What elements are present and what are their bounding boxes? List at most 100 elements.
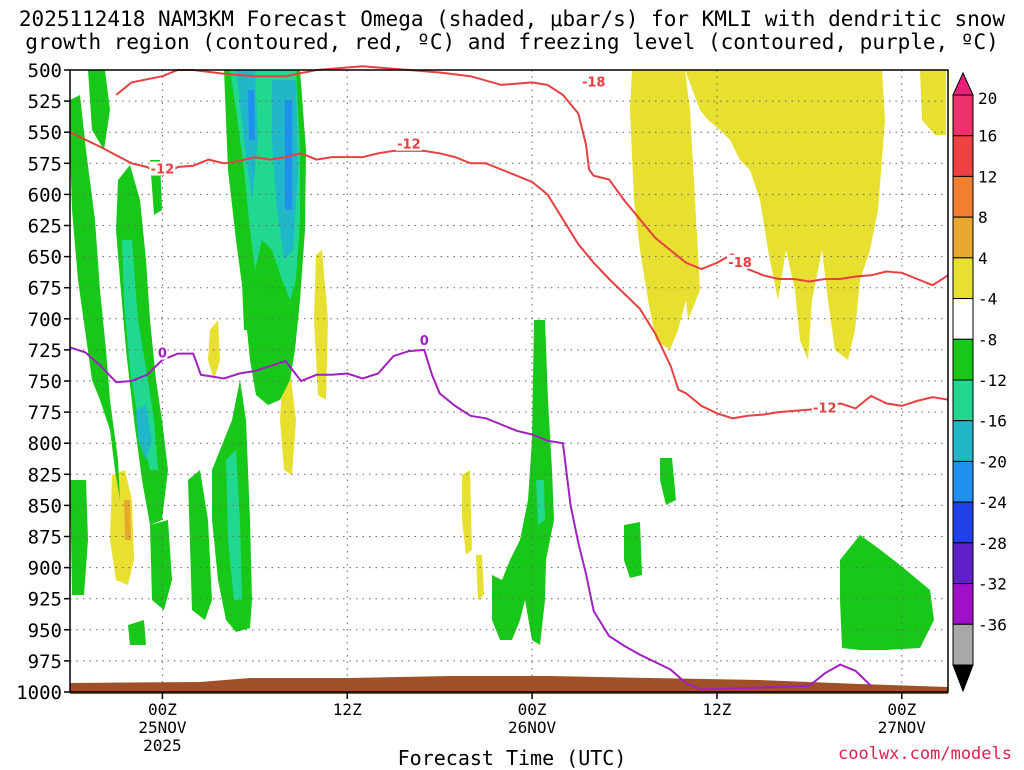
chart-title-line-2: growth region (contoured, red, ºC) and f… [25, 30, 999, 54]
omega-region-green [88, 70, 110, 150]
colorbar-label: -36 [978, 615, 1007, 634]
colorbar-swatch [952, 501, 974, 544]
y-tick-label: 850 [28, 495, 62, 517]
colorbar-swatch [952, 623, 974, 666]
omega-region-green [128, 620, 146, 645]
colorbar-label: 8 [978, 208, 988, 227]
omega-region-teal [226, 450, 242, 600]
contour-label: -12 [813, 401, 837, 416]
y-tick-label: 875 [28, 527, 62, 549]
credit-text: coolwx.com/models [838, 744, 1012, 764]
omega-region-yellow [920, 70, 946, 135]
contour-labels: -12 -12 -18 -18 -12 0 0 [149, 74, 838, 416]
contour-label: 0 [420, 334, 429, 349]
colorbar-label: -20 [978, 452, 1007, 471]
y-tick-label: 525 [28, 91, 62, 113]
omega-region-green [70, 95, 120, 500]
colorbar-swatch [952, 257, 974, 300]
y-tick-label: 625 [28, 216, 62, 238]
x-tick-label: 26NOV [508, 718, 557, 737]
contour-label-bg [149, 161, 176, 176]
colorbar-swatch [952, 379, 974, 422]
x-tick-label: 00Z [148, 700, 177, 719]
x-axis-label: Forecast Time (UTC) [397, 746, 627, 770]
chart-title-line-1: 2025112418 NAM3KM Forecast Omega (shaded… [18, 7, 1006, 31]
x-tick-label: 12Z [702, 700, 731, 719]
omega-region-yellow [462, 470, 472, 555]
x-tick-label: 12Z [333, 700, 362, 719]
contours [69, 65, 949, 691]
omega-region-green [624, 522, 642, 578]
colorbar-top-arrow [952, 71, 974, 96]
colorbar-swatch [952, 420, 974, 462]
y-tick-label: 675 [28, 278, 62, 300]
colorbar-swatch [952, 298, 974, 340]
contour-label-bg [395, 136, 422, 151]
omega-region-green [188, 470, 212, 620]
omega-region-yellow [685, 70, 885, 360]
contour-label-bg [811, 400, 838, 415]
omega-region-blue [248, 90, 255, 140]
x-tick-label: 00Z [518, 700, 547, 719]
contour-label-bg [157, 345, 168, 360]
omega-region-blue [285, 100, 292, 210]
omega-region-green [70, 480, 88, 595]
x-tick-label: 25NOV [138, 718, 187, 737]
omega-region-teal [536, 480, 545, 525]
contour-dgz_minus12 [69, 131, 949, 420]
omega-region-green [240, 235, 250, 330]
y-tick-label: 700 [28, 309, 62, 331]
colorbar-label: 16 [978, 127, 997, 146]
y-tick-label: 725 [28, 340, 62, 362]
colorbar-swatch [952, 216, 974, 259]
omega-shading [70, 70, 946, 650]
y-tick-label: 1000 [16, 682, 62, 704]
y-tick-label: 975 [28, 651, 62, 673]
x-tick-label: 2025 [143, 736, 182, 755]
omega-region-yellow [476, 555, 484, 600]
omega-region-yellow [280, 370, 296, 475]
colorbar-swatch [952, 94, 974, 137]
colorbar-label: -24 [978, 493, 1007, 512]
contour-dgz_minus18 [115, 65, 949, 287]
colorbar-swatch [952, 135, 974, 177]
y-tick-label: 575 [28, 153, 62, 175]
colorbar-swatch [952, 175, 974, 218]
omega-region-green [660, 458, 676, 505]
contour-label-bg [419, 333, 430, 348]
y-tick-label: 600 [28, 184, 62, 206]
y-tick-label: 950 [28, 620, 62, 642]
omega-region-green [840, 535, 934, 650]
omega-region-orange [124, 500, 131, 540]
contour-label-bg [727, 254, 754, 269]
omega-region-yellow [314, 250, 328, 400]
y-tick-label: 775 [28, 402, 62, 424]
y-tick-label: 750 [28, 371, 62, 393]
omega-region-green [150, 520, 172, 610]
omega-region-green [492, 320, 554, 645]
y-tick-label: 900 [28, 558, 62, 580]
contour-label: -18 [582, 75, 606, 90]
omega-region-cyan [136, 405, 152, 460]
contour-label: -18 [728, 256, 752, 271]
colorbar-label: 4 [978, 249, 988, 268]
omega-region-yellow [110, 470, 134, 585]
colorbar-bottom-arrow [952, 664, 974, 693]
contour-label-bg [580, 74, 607, 89]
y-tick-label: 500 [28, 60, 62, 82]
colorbar-label: 20 [978, 89, 997, 108]
colorbar-swatch [952, 338, 974, 381]
colorbar-label: -8 [978, 330, 997, 349]
y-axis: 500 525 550 575 600 625 650 675 700 725 750 775 800 8… [16, 60, 70, 704]
colorbar-label: -32 [978, 575, 1007, 594]
colorbar-swatch [952, 542, 974, 585]
colorbar-label: -12 [978, 371, 1007, 390]
contour-label: 0 [158, 347, 167, 362]
contour-freezing_level_0C [69, 346, 872, 691]
colorbar-swatch [952, 583, 974, 625]
contour-label: -12 [151, 163, 175, 178]
colorbar-swatch [952, 460, 974, 503]
colorbar-label: -28 [978, 534, 1007, 553]
